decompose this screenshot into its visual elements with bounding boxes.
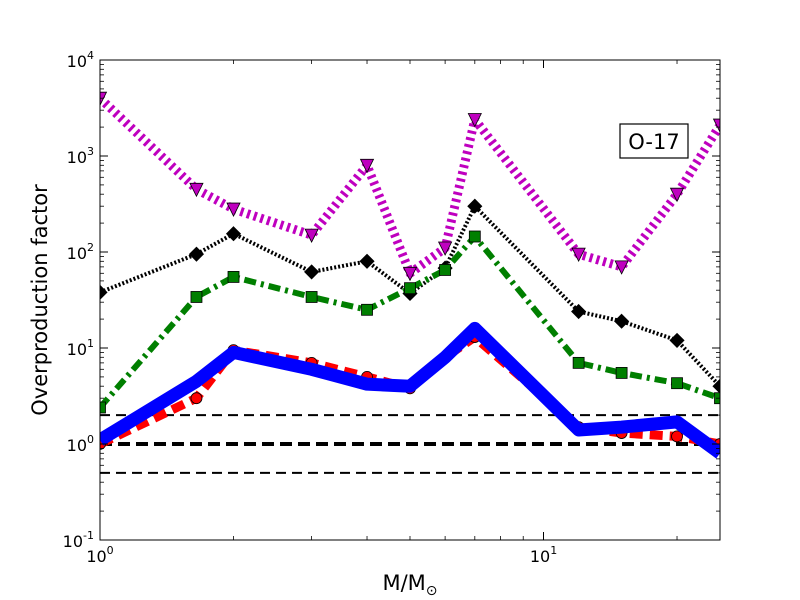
series-0-line (100, 94, 720, 278)
series-1-point-9 (614, 313, 630, 329)
series-2-point-8 (572, 356, 585, 369)
series-1-point-4 (359, 253, 375, 269)
series-0-point-6 (437, 241, 453, 256)
y-tick-label-5-exp: 4 (87, 49, 94, 62)
series-1-point-1 (188, 246, 205, 262)
y-tick-label-0-base: 10 (63, 532, 83, 551)
series-1-point-0 (100, 284, 108, 300)
y-tick-label-1-base: 10 (67, 436, 87, 455)
series-1-point-2 (225, 226, 242, 242)
series-2-point-7 (468, 230, 481, 243)
x-tick-label-0-base: 10 (86, 547, 106, 566)
y-tick-label-2-exp: 1 (87, 337, 94, 350)
y-tick-label-1-exp: 0 (87, 433, 94, 446)
series-2-point-2 (227, 271, 240, 283)
annotation-box: O-17 (619, 123, 689, 159)
series-0-point-9 (614, 260, 629, 275)
y-tick-label-3-base: 10 (67, 244, 87, 263)
y-tick-label-0-exp: -1 (83, 529, 94, 542)
series-3-point-1 (190, 392, 203, 405)
y-tick-label-5-base: 10 (67, 52, 87, 71)
annotation-label: O-17 (628, 130, 679, 154)
series-1-point-8 (571, 303, 587, 320)
series-2-point-3 (305, 291, 318, 303)
series-1-point-10 (669, 332, 685, 348)
series-2-point-9 (615, 367, 628, 379)
series-layer (100, 91, 720, 459)
series-2-point-10 (671, 377, 683, 390)
y-tick-label-4-exp: 3 (87, 145, 94, 158)
y-tick-label-4-base: 10 (67, 148, 87, 167)
series-0-point-10 (669, 187, 685, 203)
axis-ticks (99, 59, 720, 541)
y-tick-label-4: 103 (67, 145, 94, 167)
x-axis-label: M/M⊙ (382, 571, 437, 599)
series-0 (100, 91, 720, 282)
x-axis-label-main: M/M (382, 571, 425, 595)
series-0-point-5 (402, 266, 418, 282)
x-tick-label-0-exp: 0 (107, 544, 114, 557)
series-1-point-3 (304, 264, 320, 280)
series-2-line (100, 233, 720, 410)
series-2-point-4 (361, 303, 373, 316)
x-axis-label-sub: ⊙ (426, 583, 438, 599)
y-tick-label-1: 100 (67, 433, 94, 455)
series-2-point-6 (439, 264, 452, 276)
y-tick-label-0: 10-1 (63, 529, 94, 551)
y-tick-label-2-base: 10 (67, 340, 87, 359)
y-axis-label: Overproduction factor (28, 184, 52, 416)
series-0-point-0 (100, 91, 108, 107)
y-tick-label-5: 104 (67, 49, 94, 71)
series-0-point-2 (226, 202, 241, 217)
series-0-point-3 (304, 228, 319, 243)
series-3-point-10 (671, 430, 683, 443)
series-2-point-5 (404, 282, 416, 295)
x-tick-label-1-exp: 1 (550, 544, 557, 557)
series-4 (100, 321, 720, 459)
y-tick-label-2: 101 (67, 337, 94, 359)
series-0-point-4 (359, 158, 375, 174)
series-0-point-1 (189, 182, 204, 198)
reference-lines (100, 414, 720, 474)
x-tick-label-0: 100 (86, 544, 113, 566)
series-4-line (100, 321, 720, 459)
series-0-point-7 (467, 113, 482, 128)
x-tick-label-1: 101 (530, 544, 557, 566)
series-1-point-7 (467, 198, 483, 214)
y-tick-label-3: 102 (67, 241, 94, 263)
series-2 (100, 230, 720, 414)
series-0-point-8 (571, 247, 586, 263)
x-tick-label-1-base: 10 (530, 547, 550, 566)
y-tick-label-3-exp: 2 (87, 241, 94, 254)
series-2-point-1 (190, 291, 203, 303)
series-0-point-11 (712, 118, 720, 133)
series-2-point-0 (100, 401, 106, 414)
